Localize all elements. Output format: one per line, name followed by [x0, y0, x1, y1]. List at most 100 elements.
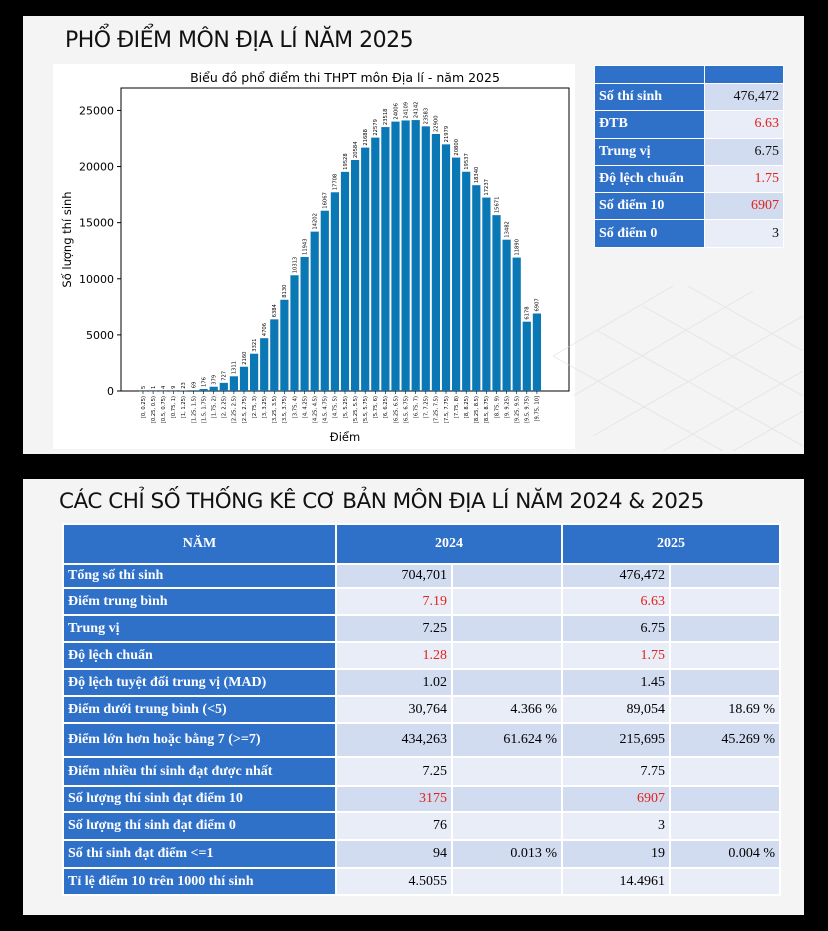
row-label: Tỉ lệ điểm 10 trên 1000 thí sinh [62, 867, 337, 896]
value-2025: 215,695 [561, 722, 671, 758]
data-label: 23 [181, 382, 187, 389]
summary-row: Độ lệch chuẩn 1.75 [594, 164, 784, 194]
x-tick-label: [1.25, 1.5) [191, 396, 197, 423]
bar [330, 192, 339, 391]
comparison-header-row: NĂM 2024 2025 [62, 523, 781, 565]
data-label: 1311 [232, 361, 238, 374]
value-2024: 1.28 [335, 641, 453, 670]
data-label: 8130 [282, 285, 288, 298]
x-tick-label: [4.75, 5) [333, 396, 339, 418]
comparison-table: NĂM 2024 2025 Tổng số thí sinh 704,701 476… [62, 523, 781, 896]
bar [492, 215, 501, 391]
bar [219, 382, 228, 391]
percent-2025 [669, 614, 781, 643]
percent-2024 [451, 785, 563, 813]
x-tick-label: [9, 9.25) [504, 396, 510, 418]
data-label: 19528 [343, 153, 349, 170]
value-2024: 7.25 [335, 614, 453, 643]
data-label: 17237 [484, 179, 490, 196]
x-tick-label: [5.75, 6) [373, 396, 379, 418]
x-tick-label: [8.25, 8.5) [474, 396, 480, 423]
x-tick-label: [8.75, 9) [494, 396, 500, 418]
summary-label: Độ lệch chuẩn [594, 164, 705, 194]
x-tick-label: [2.25, 2.5) [232, 396, 238, 423]
summary-label: Trung vị [594, 137, 705, 166]
data-label: 23583 [424, 108, 430, 125]
percent-2025: 18.69 % [669, 695, 781, 724]
histogram-svg: Biểu đồ phổ điểm thi THPT môn Địa lí - n… [60, 70, 570, 444]
value-2024: 704,701 [335, 563, 453, 589]
bar [452, 157, 461, 391]
summary-value: 6907 [704, 192, 784, 221]
percent-2024: 0.013 % [451, 839, 563, 869]
value-2025: 476,472 [561, 563, 671, 589]
slide1-title: PHỔ ĐIỂM MÔN ĐỊA LÍ NĂM 2025 [65, 28, 414, 53]
percent-2024 [451, 587, 563, 616]
data-label: 69 [191, 382, 197, 389]
percent-2025: 0.004 % [669, 839, 781, 869]
data-label: 2160 [242, 352, 248, 365]
data-label: 15671 [494, 197, 500, 214]
bar [512, 257, 521, 391]
value-2024: 434,263 [335, 722, 453, 758]
bar [290, 275, 299, 391]
x-tick-label: [4.25, 4.5) [313, 396, 319, 423]
y-tick-label: 20000 [79, 161, 114, 174]
value-2025: 89,054 [561, 695, 671, 724]
x-tick-label: [6.5, 6.75) [403, 396, 409, 423]
row-label: Điểm lớn hơn hoặc bằng 7 (>=7) [62, 722, 337, 758]
value-2025: 1.45 [561, 668, 671, 697]
bar [391, 121, 400, 391]
value-2025: 19 [561, 839, 671, 869]
x-tick-label: [7.5, 7.75) [444, 396, 450, 423]
y-tick-label: 15000 [79, 217, 114, 230]
percent-2024 [451, 756, 563, 787]
summary-header-cell [704, 65, 784, 84]
x-tick-label: [3, 3.25) [262, 396, 268, 418]
data-label: 22900 [434, 115, 440, 132]
percent-2024 [451, 641, 563, 670]
data-label: 6384 [272, 303, 278, 317]
bar [351, 160, 360, 391]
data-label: 6907 [535, 298, 541, 311]
comparison-row: Tỉ lệ điểm 10 trên 1000 thí sinh 4.5055 14… [62, 867, 781, 896]
row-label: Trung vị [62, 614, 337, 643]
header-2024: 2024 [335, 523, 563, 565]
value-2024: 94 [335, 839, 453, 869]
bar [260, 338, 269, 391]
summary-row: Số điểm 10 6907 [594, 192, 784, 221]
bar [209, 386, 218, 391]
x-tick-label: [5.5, 5.75) [363, 396, 369, 423]
y-tick-label: 0 [107, 385, 114, 398]
summary-row: Trung vị 6.75 [594, 137, 784, 166]
x-tick-label: [9.25, 9.5) [515, 396, 521, 423]
data-label: 24109 [403, 102, 409, 119]
value-2024: 7.25 [335, 756, 453, 787]
bar [320, 210, 329, 391]
bar [199, 389, 208, 391]
x-tick-label: [3.25, 3.5) [272, 396, 278, 423]
comparison-row: Số lượng thí sinh đạt điểm 10 3175 6907 [62, 785, 781, 813]
bar [229, 376, 238, 391]
y-tick-label: 10000 [79, 273, 114, 286]
value-2025: 7.75 [561, 756, 671, 787]
summary-label: ĐTB [594, 110, 705, 139]
x-tick-label: [6, 6.25) [383, 396, 389, 418]
y-tick-label: 5000 [86, 329, 114, 342]
bar [401, 120, 410, 391]
percent-2024: 4.366 % [451, 695, 563, 724]
data-label: 727 [222, 371, 228, 381]
value-2025: 1.75 [561, 641, 671, 670]
data-label: 18340 [474, 167, 480, 184]
histogram-chart: Biểu đồ phổ điểm thi THPT môn Địa lí - n… [53, 64, 575, 449]
x-tick-label: [0, 0.25) [141, 396, 147, 418]
summary-label: Số thí sinh [594, 82, 705, 112]
value-2024: 1.02 [335, 668, 453, 697]
bar [250, 353, 259, 391]
percent-2025 [669, 811, 781, 841]
percent-2025 [669, 867, 781, 896]
percent-2025 [669, 563, 781, 589]
comparison-row: Điểm trung bình 7.19 6.63 [62, 587, 781, 616]
summary-value: 6.63 [704, 110, 784, 139]
data-label: 14202 [313, 213, 319, 230]
